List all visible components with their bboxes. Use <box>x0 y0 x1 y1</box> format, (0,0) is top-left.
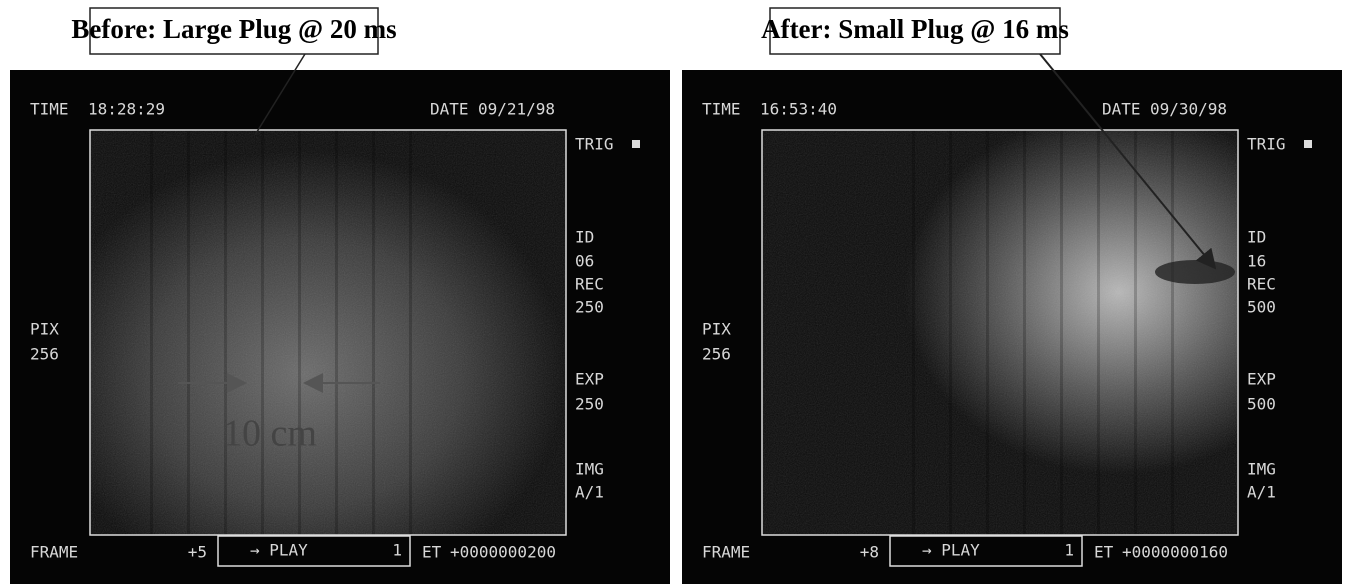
caption-leader <box>254 53 306 136</box>
stripe <box>150 130 153 535</box>
caption-box <box>769 7 1061 55</box>
osd-frame-label: FRAME <box>30 543 78 562</box>
stripe <box>261 130 264 535</box>
stripe <box>1171 130 1174 535</box>
play-box <box>217 535 411 567</box>
osd-date-label: DATE <box>1102 100 1141 119</box>
stripe <box>335 130 338 535</box>
osd-time-label: TIME <box>702 100 741 119</box>
osd-pix: 256 <box>30 345 59 364</box>
scale-label: 10 cm <box>223 413 317 455</box>
osd-time: 18:28:29 <box>88 100 165 119</box>
osd-time: 16:53:40 <box>760 100 837 119</box>
caption-leader <box>1039 53 1217 270</box>
stripe <box>986 130 989 535</box>
osd-play: → PLAY <box>250 541 308 560</box>
caption: Before: Large Plug @ 20 ms <box>71 14 396 44</box>
osd-et: +0000000160 <box>1122 543 1228 562</box>
osd-date: 09/21/98 <box>478 100 555 119</box>
plug <box>1155 260 1235 284</box>
osd-frame-label: FRAME <box>702 543 750 562</box>
frame-border <box>761 129 1239 536</box>
osd-exp: 250 <box>575 395 604 414</box>
osd-trig: TRIG <box>575 135 614 154</box>
osd-id-label: ID <box>1247 228 1266 247</box>
osd-exp-label: EXP <box>1247 370 1276 389</box>
osd-date-label: DATE <box>430 100 469 119</box>
osd-date: 09/30/98 <box>1150 100 1227 119</box>
osd-pix-label: PIX <box>702 320 731 339</box>
video-panel: TIME 18:28:29 DATE 09/21/98 TRIG ID 06 REC 250 PI… <box>10 70 670 584</box>
stripe <box>1097 130 1100 535</box>
osd-rec: 500 <box>1247 298 1276 317</box>
play-box <box>889 535 1083 567</box>
stripe <box>409 130 412 535</box>
stripe <box>1060 130 1063 535</box>
osd-id: 16 <box>1247 252 1266 271</box>
osd-img-label: IMG <box>575 460 604 479</box>
stripe <box>298 130 301 535</box>
osd-frame-step: +5 <box>188 543 207 562</box>
osd-rec-label: REC <box>575 275 604 294</box>
osd-exp-label: EXP <box>575 370 604 389</box>
stripe <box>1023 130 1026 535</box>
osd-id: 06 <box>575 252 594 271</box>
osd-exp: 500 <box>1247 395 1276 414</box>
trig-indicator <box>1304 140 1312 148</box>
osd-play: → PLAY <box>922 541 980 560</box>
osd-rec-label: REC <box>1247 275 1276 294</box>
caption-box <box>89 7 379 55</box>
stripe <box>1134 130 1137 535</box>
osd-pix: 256 <box>702 345 731 364</box>
stripe <box>912 130 915 535</box>
osd-trig: TRIG <box>1247 135 1286 154</box>
stripe <box>372 130 375 535</box>
stripe <box>187 130 190 535</box>
osd-id-label: ID <box>575 228 594 247</box>
osd-pix-label: PIX <box>30 320 59 339</box>
osd-time-label: TIME <box>30 100 69 119</box>
osd-img: A/1 <box>575 483 604 502</box>
frame-border <box>89 129 567 536</box>
osd-img-label: IMG <box>1247 460 1276 479</box>
osd-play-count: 1 <box>1064 541 1074 560</box>
trig-indicator <box>632 140 640 148</box>
osd-img: A/1 <box>1247 483 1276 502</box>
frame-noise <box>762 130 1238 535</box>
frame-noise <box>90 130 566 535</box>
osd-et-label: ET <box>1094 543 1114 562</box>
osd-rec: 250 <box>575 298 604 317</box>
video-panel: TIME 16:53:40 DATE 09/30/98 TRIG ID 16 REC 500 PI… <box>682 70 1342 584</box>
osd-et-label: ET <box>422 543 442 562</box>
caption: After: Small Plug @ 16 ms <box>761 14 1069 44</box>
osd-play-count: 1 <box>392 541 402 560</box>
osd-et: +0000000200 <box>450 543 556 562</box>
stripe <box>224 130 227 535</box>
stripe <box>949 130 952 535</box>
osd-frame-step: +8 <box>860 543 879 562</box>
